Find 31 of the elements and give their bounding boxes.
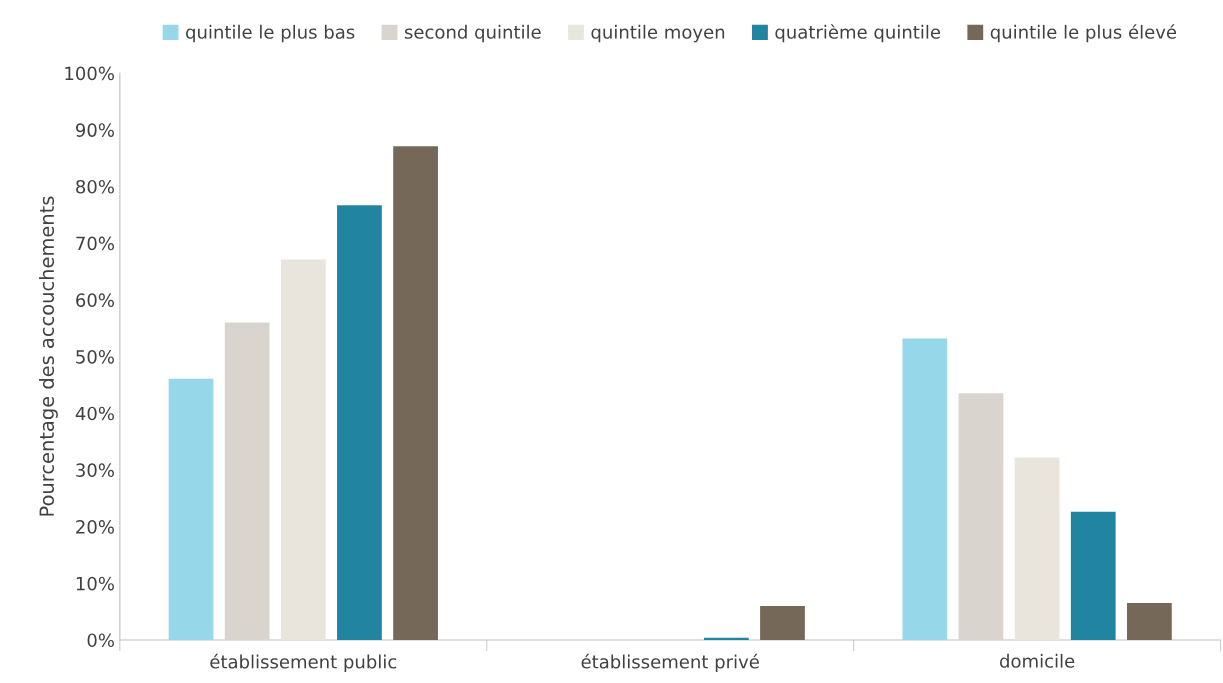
y-tick-label: 90% [76,123,114,137]
y-axis-title: Pourcentage des accouchements [39,196,58,516]
bar [1014,457,1060,640]
x-tick-label: établissement privé [581,653,759,673]
bar [902,338,948,640]
bar [1126,603,1172,640]
bar [224,322,270,640]
bar [393,146,438,640]
x-tick-label: domicile [1000,653,1075,668]
bar [337,205,382,640]
y-tick-label: 30% [76,463,114,478]
y-tick-label: 60% [76,293,114,307]
y-tick-label: 20% [76,520,114,534]
y-tick-label: 100% [65,66,114,81]
x-tick-label: établissement public [210,653,397,673]
legend-label: quintile le plus élevé [990,24,1177,43]
bar [958,393,1004,640]
legend-label: quintile le plus bas [186,24,355,43]
bar [280,259,326,640]
legend-label: second quintile [404,24,541,43]
bar [1070,511,1116,640]
y-tick-label: 80% [76,179,114,194]
y-tick-label: 70% [76,236,114,251]
legend-label: quintile moyen [591,24,725,43]
y-tick-label: 50% [76,349,114,364]
y-tick-label: 40% [75,406,114,421]
y-tick-label: 10% [76,576,114,591]
bar [760,605,805,640]
legend-label: quatrième quintile [775,24,941,43]
bar [168,378,214,640]
y-tick-label: 0% [87,633,114,648]
